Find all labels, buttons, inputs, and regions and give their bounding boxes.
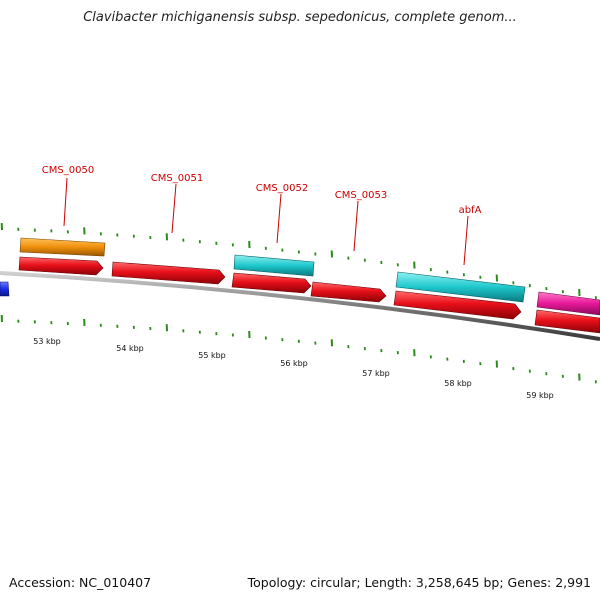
ruler-label-58: 58 kbp xyxy=(444,379,472,388)
gene-label-cms-0051[interactable]: CMS_0051 xyxy=(151,173,203,184)
gene-label-cms-0052[interactable]: CMS_0052 xyxy=(256,183,308,194)
ruler-label-53: 53 kbp xyxy=(33,337,61,346)
inner-tick-ruler xyxy=(0,315,597,384)
leader-line-cms-0051 xyxy=(171,183,177,234)
leader-line-cms-0053 xyxy=(353,200,359,252)
cyan-feature-cms-0052[interactable] xyxy=(233,254,315,277)
gene-label-cms-0050[interactable]: CMS_0050 xyxy=(42,165,94,176)
leader-line-cms-0050 xyxy=(63,177,68,227)
gene-labels: CMS_0050 CMS_0051 CMS_0052 CMS_0053 abfA xyxy=(42,165,482,266)
cds-arrow-abfA[interactable] xyxy=(393,290,522,320)
ruler-label-57: 57 kbp xyxy=(362,369,390,378)
map-title: Clavibacter michiganensis subsp. sepedon… xyxy=(83,10,517,25)
gene-label-cms-0053[interactable]: CMS_0053 xyxy=(335,190,387,201)
magenta-feature[interactable] xyxy=(536,291,600,316)
ruler-label-55: 55 kbp xyxy=(198,351,226,360)
cds-arrow-cms-0052[interactable] xyxy=(231,272,312,294)
gene-label-abfA[interactable]: abfA xyxy=(459,205,482,216)
ruler-label-56: 56 kbp xyxy=(280,359,308,368)
cds-arrow-cms-0051[interactable] xyxy=(111,261,226,285)
feature-track-outer xyxy=(19,237,600,316)
cyan-feature-abfA[interactable] xyxy=(395,271,526,303)
leader-line-abfA xyxy=(463,215,469,266)
ruler-label-54: 54 kbp xyxy=(116,344,144,353)
ruler-labels: 53 kbp 54 kbp 55 kbp 56 kbp 57 kbp 58 kb… xyxy=(33,337,554,400)
leader-line-cms-0052 xyxy=(276,193,282,244)
genome-backbone xyxy=(0,271,600,341)
blue-feature[interactable] xyxy=(0,281,10,297)
orange-feature[interactable] xyxy=(19,237,106,257)
cds-arrow-cms-0053[interactable] xyxy=(310,281,387,303)
ruler-label-59: 59 kbp xyxy=(526,391,554,400)
accession-text: Accession: NC_010407 xyxy=(9,575,152,590)
cds-arrow-partial[interactable] xyxy=(534,309,600,334)
genome-summary-text: Topology: circular; Length: 3,258,645 bp… xyxy=(247,575,591,590)
feature-track-cds xyxy=(0,256,600,334)
outer-tick-ruler xyxy=(0,223,597,300)
cds-arrow-cms-0050[interactable] xyxy=(18,256,104,276)
